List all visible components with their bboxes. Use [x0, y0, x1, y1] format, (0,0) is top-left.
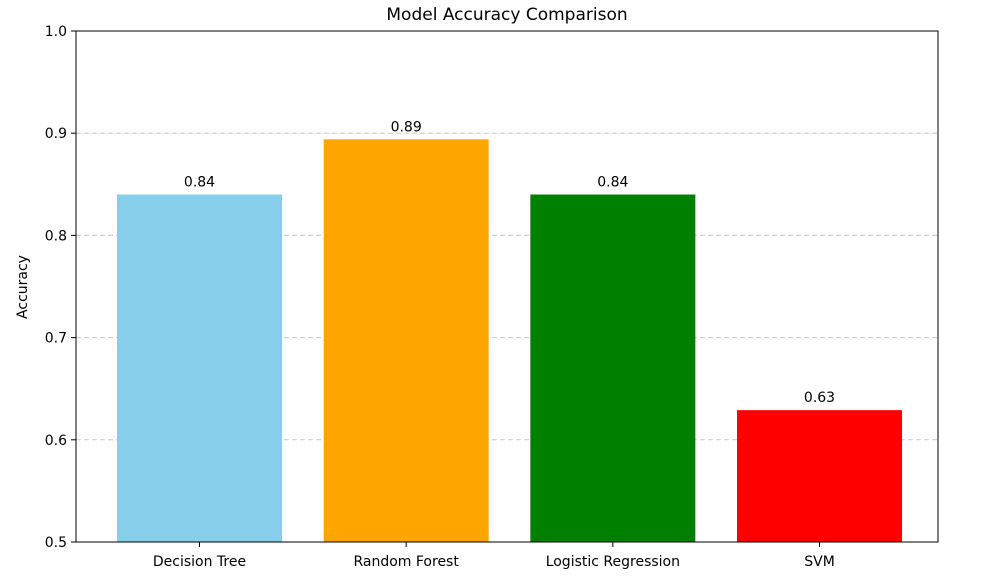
- x-tick-label: Random Forest: [353, 554, 459, 570]
- bar-random-forest: [323, 139, 489, 542]
- y-tick-label: 0.5: [45, 535, 67, 551]
- chart-title: Model Accuracy Comparison: [386, 5, 627, 25]
- plot-area-frame: [75, 30, 939, 543]
- bar-decision-tree: [117, 194, 282, 542]
- x-tick-label: SVM: [804, 554, 835, 570]
- x-tick-label: Decision Tree: [153, 554, 246, 570]
- y-tick-label: 1.0: [45, 24, 67, 40]
- bar-value-label: 0.89: [391, 119, 422, 135]
- y-tick-label: 0.8: [45, 228, 67, 244]
- bar-logistic-regression: [530, 194, 696, 542]
- x-axis-ticks: Decision Tree Random Forest Logistic Regre…: [153, 542, 835, 570]
- bar-value-label: 0.84: [597, 175, 628, 191]
- bar-value-labels: 0.84 0.89 0.84 0.63: [184, 119, 835, 406]
- y-tick-label: 0.7: [45, 331, 67, 347]
- y-axis-ticks: 0.5 0.6 0.7 0.8 0.9 1.0: [45, 24, 76, 551]
- bar-svm: [737, 410, 903, 542]
- bars: [117, 139, 903, 542]
- bar-value-label: 0.84: [184, 175, 215, 191]
- y-tick-label: 0.9: [45, 126, 67, 142]
- y-axis-label: Accuracy: [15, 255, 31, 319]
- bar-value-label: 0.63: [804, 390, 835, 406]
- y-tick-label: 0.6: [45, 433, 67, 449]
- x-tick-label: Logistic Regression: [546, 554, 680, 570]
